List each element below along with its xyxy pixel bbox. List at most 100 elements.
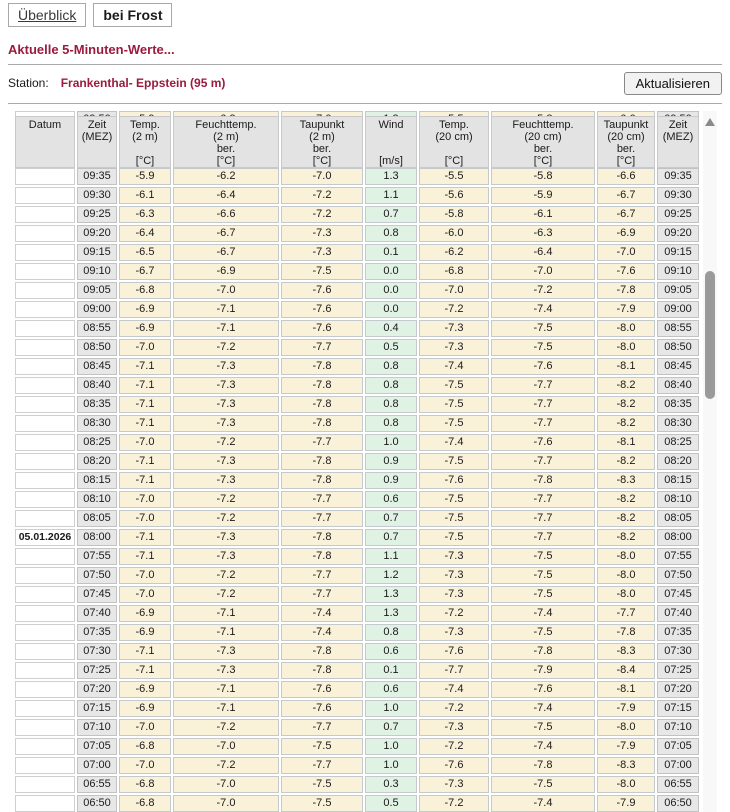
cell-time: 07:50 [77,567,117,584]
cell-value: -7.2 [173,434,279,451]
cell-time: 07:20 [77,681,117,698]
tab-bei-frost[interactable]: bei Frost [93,3,173,27]
cell-value: -7.3 [281,225,363,242]
cell-time: 09:10 [77,263,117,280]
cell-value: -7.3 [419,719,489,736]
cell-date [15,776,75,793]
cell-time: 07:25 [77,662,117,679]
cell-value: -7.7 [281,491,363,508]
cell-time: 06:55 [657,776,699,793]
table-row: 08:05 -7.0 -7.2 -7.7 0.7 -7.5 -7.7 -8.2 08:05 [15,510,699,527]
cell-value: -7.0 [119,339,171,356]
cell-value: -7.5 [491,339,595,356]
cell-value: -6.6 [597,168,655,185]
cell-time: 09:05 [77,282,117,299]
cell-value: -6.9 [119,624,171,641]
cell-value: -7.9 [491,662,595,679]
cell-value: -7.7 [491,510,595,527]
tab-bei-frost-label: bei Frost [103,7,163,23]
cell-time: 07:05 [77,738,117,755]
cell-date [15,795,75,812]
cell-date [15,681,75,698]
cell-value: -7.7 [491,529,595,546]
column-header-feuchttemp-2m: Feuchttemp. (2 m) ber. [°C] [173,116,279,168]
table-row: 07:00 -7.0 -7.2 -7.7 1.0 -7.6 -7.8 -8.3 07:00 [15,757,699,774]
cell-value: 0.4 [365,320,417,337]
cell-value: -5.9 [119,168,171,185]
cell-value: -8.0 [597,339,655,356]
cell-value: -7.7 [281,719,363,736]
cell-value: 1.1 [365,548,417,565]
table-row: 08:45 -7.1 -7.3 -7.8 0.8 -7.4 -7.6 -8.1 08:45 [15,358,699,375]
scroll-up-arrow-icon[interactable] [705,118,715,126]
column-header-feuchttemp-20cm: Feuchttemp. (20 cm) ber. [°C] [491,116,595,168]
cell-value: -7.1 [119,548,171,565]
cell-date [15,415,75,432]
cell-date: 05.01.2026 [15,529,75,546]
cell-value: 1.3 [365,168,417,185]
cell-time: 07:20 [657,681,699,698]
table-row: 09:25 -6.3 -6.6 -7.2 0.7 -5.8 -6.1 -6.7 09:25 [15,206,699,223]
cell-value: 0.8 [365,225,417,242]
cell-value: -8.4 [597,662,655,679]
cell-date [15,472,75,489]
cell-time: 09:10 [657,263,699,280]
cell-value: -8.2 [597,491,655,508]
cell-value: -7.1 [173,700,279,717]
cell-value: -7.6 [281,320,363,337]
cell-value: -7.5 [419,453,489,470]
cell-value: -7.7 [281,434,363,451]
table-row: 07:45 -7.0 -7.2 -7.7 1.3 -7.3 -7.5 -8.0 07:45 [15,586,699,603]
cell-time: 09:00 [657,301,699,318]
cell-value: -7.2 [173,510,279,527]
cell-value: -7.2 [491,282,595,299]
cell-time: 07:00 [657,757,699,774]
cell-value: -7.2 [173,719,279,736]
cell-value: -7.6 [281,282,363,299]
cell-time: 09:00 [77,301,117,318]
station-name: Frankenthal- Eppstein (95 m) [60,76,226,90]
cell-time: 09:35 [77,168,117,185]
cell-value: -7.3 [173,396,279,413]
cell-time: 07:40 [657,605,699,622]
cell-value: 0.0 [365,263,417,280]
scrollbar[interactable] [703,111,717,812]
cell-value: -7.1 [119,396,171,413]
station-row: Station: Frankenthal- Eppstein (95 m) Ak… [8,70,722,96]
table-row: 07:20 -6.9 -7.1 -7.6 0.6 -7.4 -7.6 -8.1 07:20 [15,681,699,698]
cell-date [15,624,75,641]
cell-value: 0.8 [365,624,417,641]
cell-value: 0.8 [365,415,417,432]
cell-time: 08:15 [77,472,117,489]
cell-value: 1.0 [365,434,417,451]
cell-value: -6.6 [173,206,279,223]
weather-table: 09:50-5.9-6.2-7.01.3-5.5-5.8-6.609:5009:… [13,111,701,812]
cell-value: -7.3 [419,339,489,356]
cell-date [15,491,75,508]
scrollbar-thumb[interactable] [705,271,715,399]
cell-value: -6.4 [173,187,279,204]
cell-value: -7.7 [491,396,595,413]
cell-time: 08:40 [657,377,699,394]
table-row: 08:10 -7.0 -7.2 -7.7 0.6 -7.5 -7.7 -8.2 08:10 [15,491,699,508]
cell-value: -7.5 [491,624,595,641]
table-row: 09:30 -6.1 -6.4 -7.2 1.1 -5.6 -5.9 -6.7 09:30 [15,187,699,204]
cell-value: -7.2 [173,567,279,584]
cell-value: -8.2 [597,510,655,527]
cell-value: -7.3 [419,567,489,584]
cell-value: -7.5 [419,377,489,394]
cell-value: -7.1 [173,301,279,318]
cell-time: 08:50 [657,339,699,356]
cell-value: -7.6 [419,472,489,489]
cell-value: -7.5 [491,548,595,565]
cell-value: -6.9 [597,225,655,242]
cell-value: -8.3 [597,472,655,489]
tab-ueberblick[interactable]: Überblick [8,3,87,27]
refresh-button[interactable]: Aktualisieren [623,71,722,95]
cell-value: 1.3 [365,586,417,603]
cell-value: -6.1 [119,187,171,204]
cell-value: -7.0 [173,738,279,755]
cell-value: 0.8 [365,358,417,375]
table-row: 08:55 -6.9 -7.1 -7.6 0.4 -7.3 -7.5 -8.0 08:55 [15,320,699,337]
header-row: Datum Zeit (MEZ) Temp. (2 m) [°C] Feuchttemp.… [15,116,699,168]
